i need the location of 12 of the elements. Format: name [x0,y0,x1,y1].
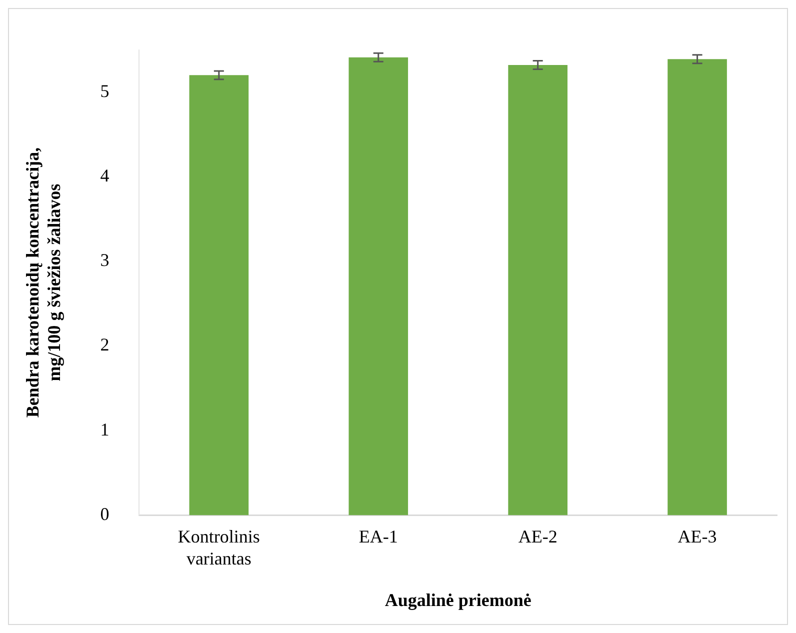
y-tick-label: 2 [100,334,110,355]
y-tick-label: 3 [100,250,110,270]
y-tick-label: 1 [100,419,110,440]
y-axis-title: Bendra karotenoidų koncentracija, mg/100 g šviežios žaliavos [22,147,64,418]
x-tick-label: EA-1 [358,526,398,547]
y-tick-label: 5 [100,80,110,101]
x-tick-label: Kontrolinis variantas [178,526,260,568]
x-axis-title: Augalinė priemonė [384,590,532,610]
x-tick-label: AE-3 [678,526,717,547]
x-tick-label: AE-2 [518,526,558,547]
y-tick-label: 0 [100,504,110,524]
y-tick-label: 4 [100,165,110,186]
